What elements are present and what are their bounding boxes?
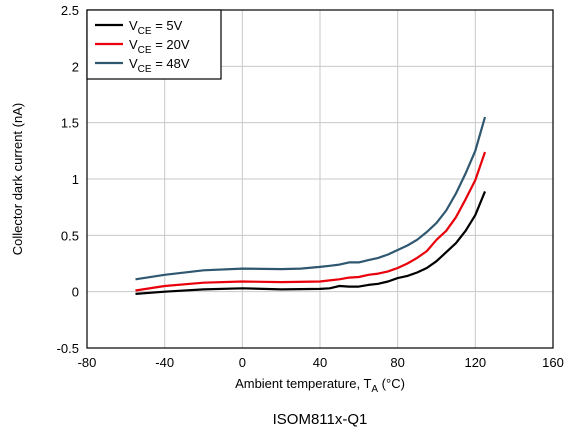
legend-entry: VCE = 20V [129, 37, 190, 56]
x-tick-label: -40 [155, 355, 174, 370]
x-axis-label: Ambient temperature, TA (°C) [235, 376, 405, 395]
y-axis-label: Collector dark current (nA) [10, 103, 25, 255]
y-tick-label: 1.5 [61, 116, 79, 131]
x-tick-label: 120 [464, 355, 486, 370]
x-tick-label: 80 [390, 355, 404, 370]
tick-labels: -80 -40 0 40 80 120 160 -0.5 0 0.5 1 1.5 2 2.5 [57, 3, 564, 370]
x-tick-label: 0 [239, 355, 246, 370]
legend-entry: VCE = 48V [129, 56, 190, 75]
y-tick-label: 1 [72, 172, 79, 187]
series-line [135, 116, 487, 281]
x-tick-label: 160 [542, 355, 564, 370]
x-axis-label-sub: A [371, 384, 378, 395]
plot-frame [86, 9, 554, 349]
y-tick-label: 0 [72, 285, 79, 300]
y-tick-label: 2 [72, 59, 79, 74]
x-tick-label: 40 [313, 355, 327, 370]
y-tick-label: -0.5 [57, 341, 79, 356]
x-axis-label-unit: (°C) [378, 376, 405, 391]
x-tick-label: -80 [78, 355, 97, 370]
figure-caption: ISOM811x-Q1 [273, 411, 368, 428]
x-axis-label-main: Ambient temperature, T [235, 376, 371, 391]
series-line [135, 190, 487, 295]
series-line [135, 151, 487, 292]
legend-entry: VCE = 5V [129, 18, 183, 37]
y-tick-label: 0.5 [61, 228, 79, 243]
y-tick-label: 2.5 [61, 3, 79, 18]
series-lines [135, 116, 487, 295]
